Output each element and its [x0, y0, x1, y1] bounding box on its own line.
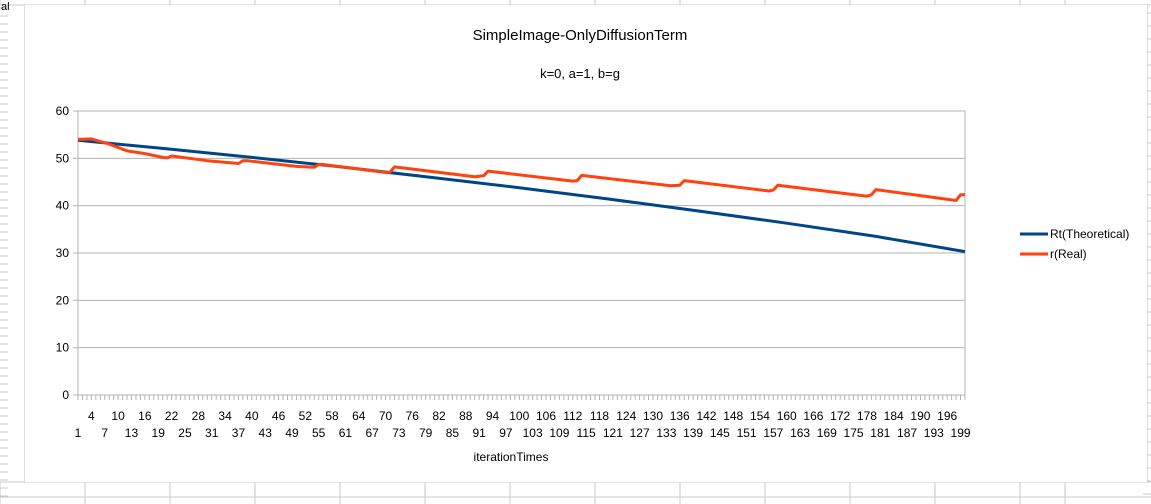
x-tick-marks: [77, 395, 966, 400]
x-tick-label: 82: [432, 409, 446, 423]
series-line-real: [77, 137, 965, 202]
x-tick-label: 70: [379, 409, 393, 423]
y-tick-label: 20: [56, 293, 70, 307]
x-tick-label: 136: [670, 409, 690, 423]
x-tick-label: 181: [870, 426, 890, 440]
x-tick-label: 73: [392, 426, 406, 440]
x-tick-label: 112: [563, 409, 582, 423]
series-line-theoretical: [77, 138, 966, 254]
chart-legend: Rt(Theoretical) r(Real): [1020, 227, 1129, 261]
x-tick-label: 163: [790, 426, 810, 440]
x-tick-label: 79: [419, 426, 433, 440]
x-tick-label: 193: [924, 426, 944, 440]
x-tick-label: 46: [272, 409, 286, 423]
x-tick-label: 10: [111, 409, 125, 423]
x-tick-label: 115: [577, 426, 596, 440]
x-tick-label: 58: [325, 409, 339, 423]
x-tick-label: 142: [696, 409, 716, 423]
x-tick-label: 4: [88, 409, 95, 423]
x-tick-label: 28: [192, 409, 206, 423]
x-tick-label: 166: [803, 409, 823, 423]
y-tick-label: 40: [56, 199, 70, 213]
x-tick-label: 55: [312, 426, 326, 440]
x-tick-label: 127: [630, 426, 650, 440]
x-tick-label: 103: [523, 426, 543, 440]
x-tick-label: 148: [723, 409, 743, 423]
x-tick-label: 172: [830, 409, 850, 423]
x-tick-label: 175: [844, 426, 864, 440]
legend-label: r(Real): [1050, 247, 1087, 261]
chart-subtitle: k=0, a=1, b=g: [540, 66, 620, 81]
x-tick-label: 94: [486, 409, 500, 423]
x-tick-label: 139: [683, 426, 703, 440]
y-tick-label: 0: [62, 388, 69, 402]
x-tick-label: 61: [339, 426, 353, 440]
x-tick-label: 160: [777, 409, 797, 423]
x-tick-label: 40: [245, 409, 259, 423]
x-tick-label: 85: [446, 426, 460, 440]
chart-panel[interactable]: SimpleImage-OnlyDiffusionTerm k=0, a=1, …: [25, 5, 1147, 482]
x-tick-label: 187: [897, 426, 917, 440]
y-tick-label: 30: [56, 246, 70, 260]
x-axis-title: iterationTimes: [474, 450, 549, 464]
x-tick-label: 97: [499, 426, 513, 440]
x-tick-label: 49: [285, 426, 299, 440]
x-tick-label: 88: [459, 409, 473, 423]
x-tick-label: 130: [643, 409, 663, 423]
x-tick-label: 106: [536, 409, 556, 423]
x-tick-label: 178: [857, 409, 877, 423]
x-tick-label: 133: [656, 426, 676, 440]
x-tick-label: 118: [590, 409, 609, 423]
x-tick-label: 169: [817, 426, 837, 440]
x-tick-label: 145: [710, 426, 730, 440]
y-tick-label: 10: [56, 341, 70, 355]
x-tick-label: 19: [152, 426, 166, 440]
x-tick-label: 196: [937, 409, 957, 423]
x-tick-label: 64: [352, 409, 366, 423]
chart-title: SimpleImage-OnlyDiffusionTerm: [473, 27, 688, 44]
x-tick-label: 76: [406, 409, 420, 423]
x-tick-label: 34: [218, 409, 232, 423]
cell-corner-label: al: [1, 1, 10, 13]
x-tick-label: 31: [205, 426, 219, 440]
legend-label: Rt(Theoretical): [1050, 227, 1129, 241]
x-tick-label: 100: [509, 409, 529, 423]
x-tick-label: 121: [603, 426, 623, 440]
x-tick-label: 7: [101, 426, 108, 440]
line-chart: SimpleImage-OnlyDiffusionTerm k=0, a=1, …: [56, 27, 1130, 464]
x-tick-label: 52: [299, 409, 313, 423]
x-tick-label: 154: [750, 409, 770, 423]
x-tick-label: 37: [232, 426, 246, 440]
x-tick-label: 184: [884, 409, 904, 423]
x-tick-label: 25: [178, 426, 192, 440]
x-tick-label: 67: [366, 426, 380, 440]
x-tick-label: 199: [951, 426, 971, 440]
x-tick-label: 22: [165, 409, 179, 423]
x-tick-label: 190: [910, 409, 930, 423]
y-tick-label: 50: [56, 151, 70, 165]
x-tick-label: 109: [549, 426, 569, 440]
x-tick-label: 1: [75, 426, 82, 440]
x-tick-label: 91: [472, 426, 486, 440]
x-tick-label: 13: [125, 426, 139, 440]
x-tick-label: 124: [616, 409, 636, 423]
x-tick-label: 157: [763, 426, 783, 440]
x-tick-label: 151: [737, 426, 757, 440]
y-tick-label: 60: [56, 104, 70, 118]
x-tick-label: 16: [138, 409, 152, 423]
x-tick-label: 43: [259, 426, 273, 440]
